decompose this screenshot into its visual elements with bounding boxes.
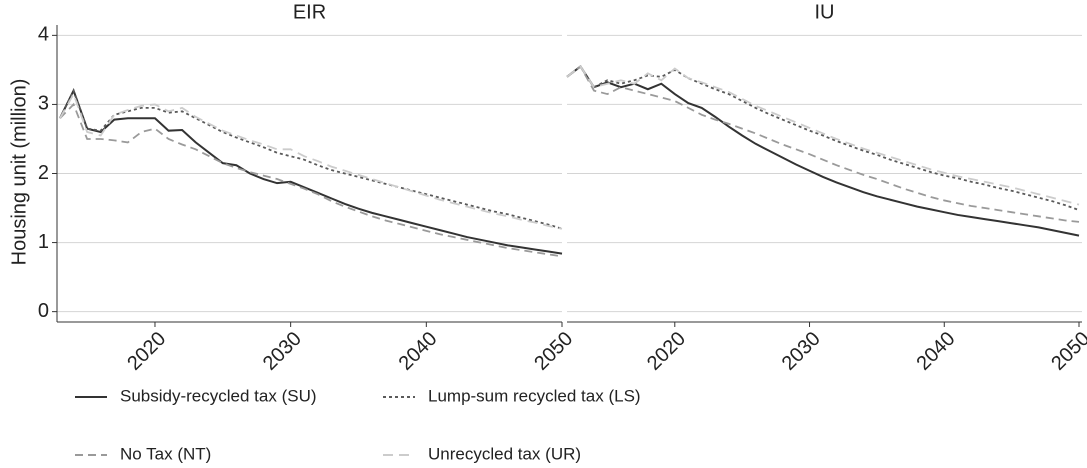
series-line [566,64,1080,237]
series-line [59,88,563,230]
y-tick-label: 4 [38,24,49,46]
y-tick-label: 1 [38,231,49,253]
series-line [566,65,1080,206]
x-tick-label: 2040 [913,328,960,375]
x-tick-label: 2020 [123,328,170,375]
facet-title: IU [815,1,835,23]
x-tick-label: 2040 [395,328,442,375]
y-tick-label: 0 [38,300,49,322]
series-line [59,88,563,255]
series-line [59,102,563,258]
legend-label: No Tax (NT) [120,444,211,463]
x-tick-label: 2020 [643,328,690,375]
y-axis-label: Housing unit (million) [8,79,30,266]
legend-label: Subsidy-recycled tax (SU) [120,386,317,405]
y-tick-label: 2 [38,162,49,184]
series-line [566,65,1080,223]
x-tick-label: 2030 [259,328,306,375]
y-tick-label: 3 [38,93,49,115]
x-tick-label: 2030 [778,328,825,375]
x-tick-label: 2050 [530,328,577,375]
legend-label: Lump-sum recycled tax (LS) [428,386,641,405]
legend-label: Unrecycled tax (UR) [428,444,581,463]
x-tick-label: 2050 [1047,328,1087,375]
series-line [59,91,563,230]
facet-title: EIR [293,1,326,23]
